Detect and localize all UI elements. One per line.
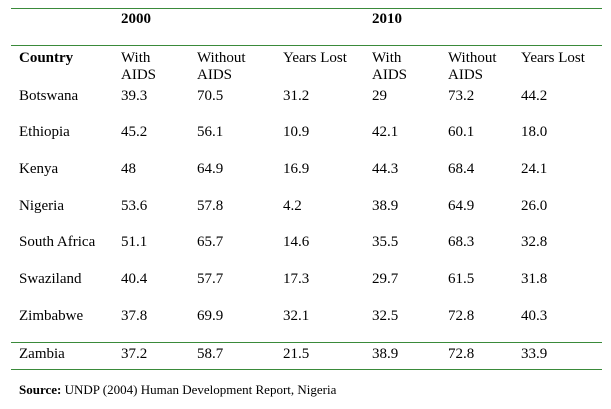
cell-country: South Africa bbox=[19, 234, 96, 250]
cell-2000-years-lost: 16.9 bbox=[283, 161, 310, 177]
cell-2000-years-lost: 21.5 bbox=[283, 346, 310, 362]
cell-2000-with-aids: 37.8 bbox=[121, 308, 148, 324]
cell-2010-years-lost: 33.9 bbox=[521, 346, 548, 362]
cell-2000-with-aids: 37.2 bbox=[121, 346, 148, 362]
group-header-2000: 2000 bbox=[121, 11, 151, 27]
cell-2000-years-lost: 10.9 bbox=[283, 124, 310, 140]
cell-2000-with-aids: 45.2 bbox=[121, 124, 148, 140]
group-header-2010: 2010 bbox=[372, 11, 402, 27]
cell-2010-years-lost: 31.8 bbox=[521, 271, 548, 287]
col-header-2010-without-aids: Without AIDS bbox=[448, 50, 497, 83]
cell-2010-with-aids: 35.5 bbox=[372, 234, 399, 250]
zambia-top-rule bbox=[11, 342, 602, 343]
cell-2000-years-lost: 14.6 bbox=[283, 234, 310, 250]
cell-2010-without-aids: 68.3 bbox=[448, 234, 475, 250]
cell-2010-without-aids: 72.8 bbox=[448, 346, 475, 362]
cell-2000-without-aids: 58.7 bbox=[197, 346, 224, 362]
cell-2010-with-aids: 44.3 bbox=[372, 161, 399, 177]
col-header-2010-with-aids: With AIDS bbox=[372, 50, 408, 83]
cell-2000-without-aids: 69.9 bbox=[197, 308, 224, 324]
cell-country: Zimbabwe bbox=[19, 308, 84, 324]
cell-2010-years-lost: 26.0 bbox=[521, 198, 548, 214]
top-rule bbox=[11, 8, 602, 9]
cell-2000-years-lost: 31.2 bbox=[283, 88, 310, 104]
zambia-bottom-rule bbox=[11, 369, 602, 370]
cell-2010-years-lost: 32.8 bbox=[521, 234, 548, 250]
cell-2000-with-aids: 48 bbox=[121, 161, 136, 177]
col-header-2010-years-lost: Years Lost bbox=[521, 50, 585, 66]
cell-2010-with-aids: 38.9 bbox=[372, 198, 399, 214]
cell-2000-without-aids: 70.5 bbox=[197, 88, 224, 104]
cell-2010-years-lost: 24.1 bbox=[521, 161, 548, 177]
col-header-2000-years-lost: Years Lost bbox=[283, 50, 347, 66]
country-column-header: Country bbox=[19, 50, 74, 66]
cell-country: Nigeria bbox=[19, 198, 64, 214]
cell-2010-with-aids: 32.5 bbox=[372, 308, 399, 324]
cell-2000-with-aids: 51.1 bbox=[121, 234, 148, 250]
cell-2000-with-aids: 40.4 bbox=[121, 271, 148, 287]
cell-country: Botswana bbox=[19, 88, 79, 104]
cell-2010-without-aids: 61.5 bbox=[448, 271, 475, 287]
cell-2010-with-aids: 42.1 bbox=[372, 124, 399, 140]
col-header-2000-without-aids: Without AIDS bbox=[197, 50, 246, 83]
cell-2010-years-lost: 44.2 bbox=[521, 88, 548, 104]
cell-2010-without-aids: 60.1 bbox=[448, 124, 475, 140]
cell-2010-with-aids: 29 bbox=[372, 88, 387, 104]
source-label: Source: bbox=[19, 382, 62, 397]
cell-2000-with-aids: 39.3 bbox=[121, 88, 148, 104]
cell-2000-years-lost: 32.1 bbox=[283, 308, 310, 324]
cell-2000-without-aids: 56.1 bbox=[197, 124, 224, 140]
cell-2010-without-aids: 68.4 bbox=[448, 161, 475, 177]
source-note: Source: UNDP (2004) Human Development Re… bbox=[19, 382, 336, 398]
cell-2000-without-aids: 65.7 bbox=[197, 234, 224, 250]
cell-2000-without-aids: 57.7 bbox=[197, 271, 224, 287]
cell-2010-without-aids: 73.2 bbox=[448, 88, 475, 104]
source-text: UNDP (2004) Human Development Report, Ni… bbox=[61, 382, 337, 397]
cell-2010-years-lost: 40.3 bbox=[521, 308, 548, 324]
cell-2000-without-aids: 57.8 bbox=[197, 198, 224, 214]
cell-2010-without-aids: 64.9 bbox=[448, 198, 475, 214]
cell-country: Ethiopia bbox=[19, 124, 70, 140]
cell-2000-years-lost: 4.2 bbox=[283, 198, 302, 214]
cell-country: Zambia bbox=[19, 346, 65, 362]
col-header-2000-with-aids: With AIDS bbox=[121, 50, 157, 83]
cell-2010-with-aids: 38.9 bbox=[372, 346, 399, 362]
cell-2010-years-lost: 18.0 bbox=[521, 124, 548, 140]
cell-2000-without-aids: 64.9 bbox=[197, 161, 224, 177]
cell-country: Kenya bbox=[19, 161, 59, 177]
cell-country: Swaziland bbox=[19, 271, 82, 287]
cell-2000-with-aids: 53.6 bbox=[121, 198, 148, 214]
cell-2010-with-aids: 29.7 bbox=[372, 271, 399, 287]
cell-2000-years-lost: 17.3 bbox=[283, 271, 310, 287]
cell-2010-without-aids: 72.8 bbox=[448, 308, 475, 324]
header-rule bbox=[11, 45, 602, 46]
